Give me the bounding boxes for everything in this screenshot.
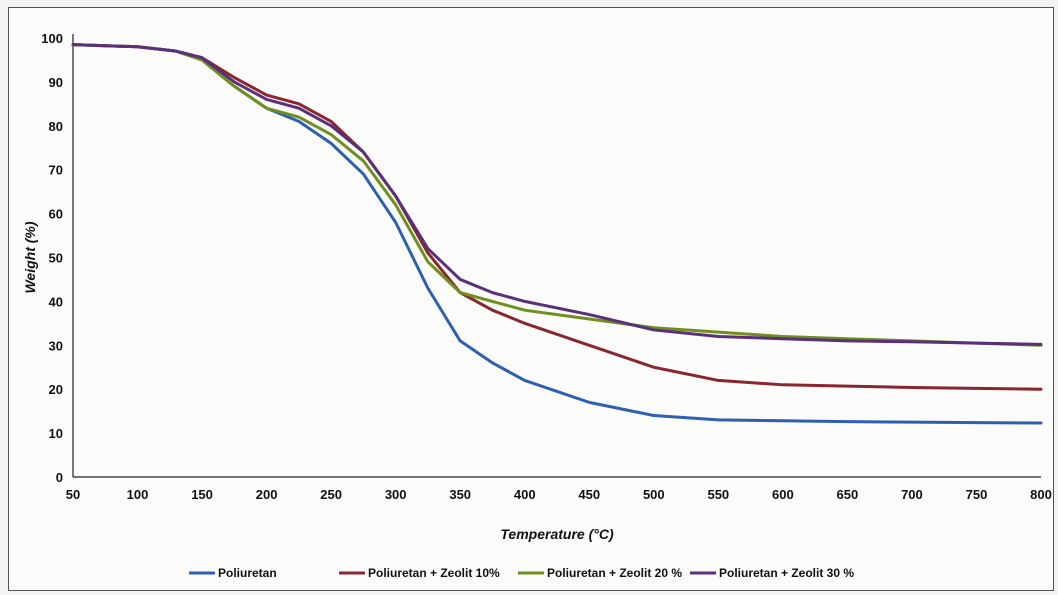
x-tick-label: 400 bbox=[514, 487, 536, 502]
x-tick-label: 150 bbox=[191, 487, 213, 502]
y-tick-label: 100 bbox=[41, 31, 63, 46]
chart-axes bbox=[72, 34, 1041, 478]
x-tick-label: 500 bbox=[643, 487, 665, 502]
legend-label: Poliuretan + Zeolit 20 % bbox=[547, 566, 682, 580]
x-tick-label: 300 bbox=[385, 487, 407, 502]
y-tick-label: 60 bbox=[49, 207, 63, 222]
x-tick-label: 250 bbox=[320, 487, 342, 502]
series-line-2 bbox=[71, 43, 1043, 391]
x-tick-label: 650 bbox=[837, 487, 859, 502]
y-tick-label: 70 bbox=[49, 163, 63, 178]
x-tick-label: 600 bbox=[772, 487, 794, 502]
x-tick-labels: 50 100 150 200 250 300 350 400 450 500 550 600 650 70… bbox=[66, 487, 1052, 502]
series-line-3 bbox=[71, 43, 1043, 347]
y-tick-labels: 0 10 20 30 40 50 60 70 80 90 100 bbox=[41, 31, 63, 485]
series-line-1 bbox=[71, 43, 1043, 425]
tga-line-chart: 50 100 150 200 250 300 350 400 450 500 550 600 650 70… bbox=[22, 31, 1052, 580]
legend-label: Poliuretan + Zeolit 10% bbox=[368, 566, 500, 580]
x-tick-label: 550 bbox=[707, 487, 729, 502]
series-line-4 bbox=[71, 43, 1043, 346]
chart-legend: Poliuretan Poliuretan + Zeolit 10% Poliure… bbox=[189, 566, 854, 580]
legend-item: Poliuretan + Zeolit 30 % bbox=[690, 566, 854, 580]
y-tick-label: 20 bbox=[49, 382, 63, 397]
y-tick-label: 90 bbox=[49, 75, 63, 90]
y-tick-label: 40 bbox=[49, 294, 63, 309]
x-tick-label: 450 bbox=[578, 487, 600, 502]
legend-label: Poliuretan bbox=[218, 566, 277, 580]
x-tick-label: 200 bbox=[256, 487, 278, 502]
legend-label: Poliuretan + Zeolit 30 % bbox=[719, 566, 854, 580]
x-tick-label: 50 bbox=[66, 487, 80, 502]
series-lines bbox=[71, 43, 1043, 425]
legend-item: Poliuretan + Zeolit 10% bbox=[339, 566, 500, 580]
legend-item: Poliuretan + Zeolit 20 % bbox=[518, 566, 682, 580]
x-tick-label: 800 bbox=[1030, 487, 1052, 502]
y-tick-label: 80 bbox=[49, 119, 63, 134]
legend-item: Poliuretan bbox=[189, 566, 277, 580]
x-tick-label: 750 bbox=[966, 487, 988, 502]
y-tick-label: 0 bbox=[56, 470, 63, 485]
y-tick-label: 50 bbox=[49, 251, 63, 266]
x-tick-label: 100 bbox=[127, 487, 149, 502]
y-tick-label: 30 bbox=[49, 338, 63, 353]
x-axis-title: Temperature (°C) bbox=[500, 526, 614, 542]
x-tick-label: 700 bbox=[901, 487, 923, 502]
chart-frame: 50 100 150 200 250 300 350 400 450 500 550 600 650 70… bbox=[8, 7, 1054, 591]
y-axis-title: Weight (%) bbox=[22, 221, 38, 293]
x-tick-label: 350 bbox=[449, 487, 471, 502]
y-tick-label: 10 bbox=[49, 426, 63, 441]
